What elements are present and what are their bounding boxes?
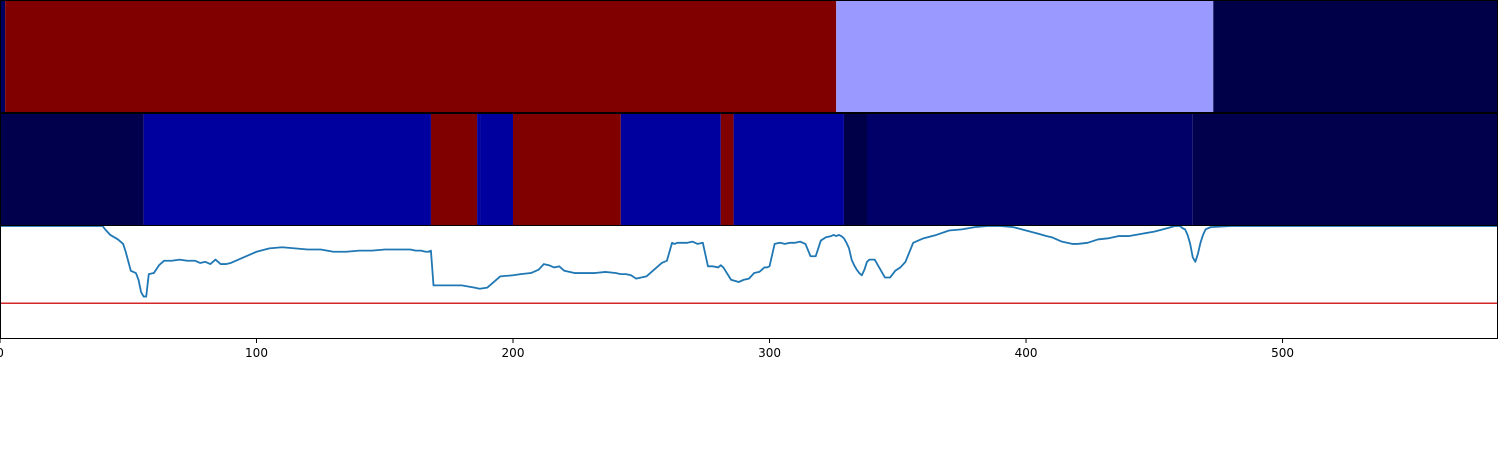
segment-r1-5	[513, 114, 621, 225]
segment-r1-8	[733, 114, 844, 225]
segment-r0-0	[0, 1, 6, 112]
series-line	[0, 225, 1498, 298]
segment-r1-2	[430, 114, 478, 225]
segment-r1-10	[866, 114, 1193, 225]
x-axis: 0 100 200 300 400 500	[0, 338, 1294, 360]
segment-r1-7	[720, 114, 734, 225]
segment-r1-0	[0, 114, 144, 225]
segment-r0-3	[1213, 1, 1498, 112]
segment-r1-4	[480, 114, 514, 225]
heatmap-row-top	[0, 1, 1498, 112]
segment-r0-1	[5, 1, 837, 112]
x-tick-label-400: 400	[1015, 346, 1038, 360]
x-tick-label-0: 0	[0, 346, 4, 360]
segment-r1-9	[843, 114, 867, 225]
segment-r1-1	[143, 114, 431, 225]
panel-frames	[0, 0, 1498, 339]
x-tick-label-300: 300	[758, 346, 781, 360]
segment-r0-2	[836, 1, 1214, 112]
heatmap-row-middle	[0, 114, 1498, 225]
segment-r1-6	[620, 114, 721, 225]
x-tick-label-500: 500	[1271, 346, 1294, 360]
panel-frame-0	[0, 0, 1498, 113]
segment-r1-11	[1192, 114, 1498, 225]
x-tick-label-200: 200	[502, 346, 525, 360]
segment-r1-3	[477, 114, 481, 225]
panel-frame-2	[0, 225, 1498, 339]
line-panel	[0, 225, 1498, 305]
x-tick-label-100: 100	[245, 346, 268, 360]
